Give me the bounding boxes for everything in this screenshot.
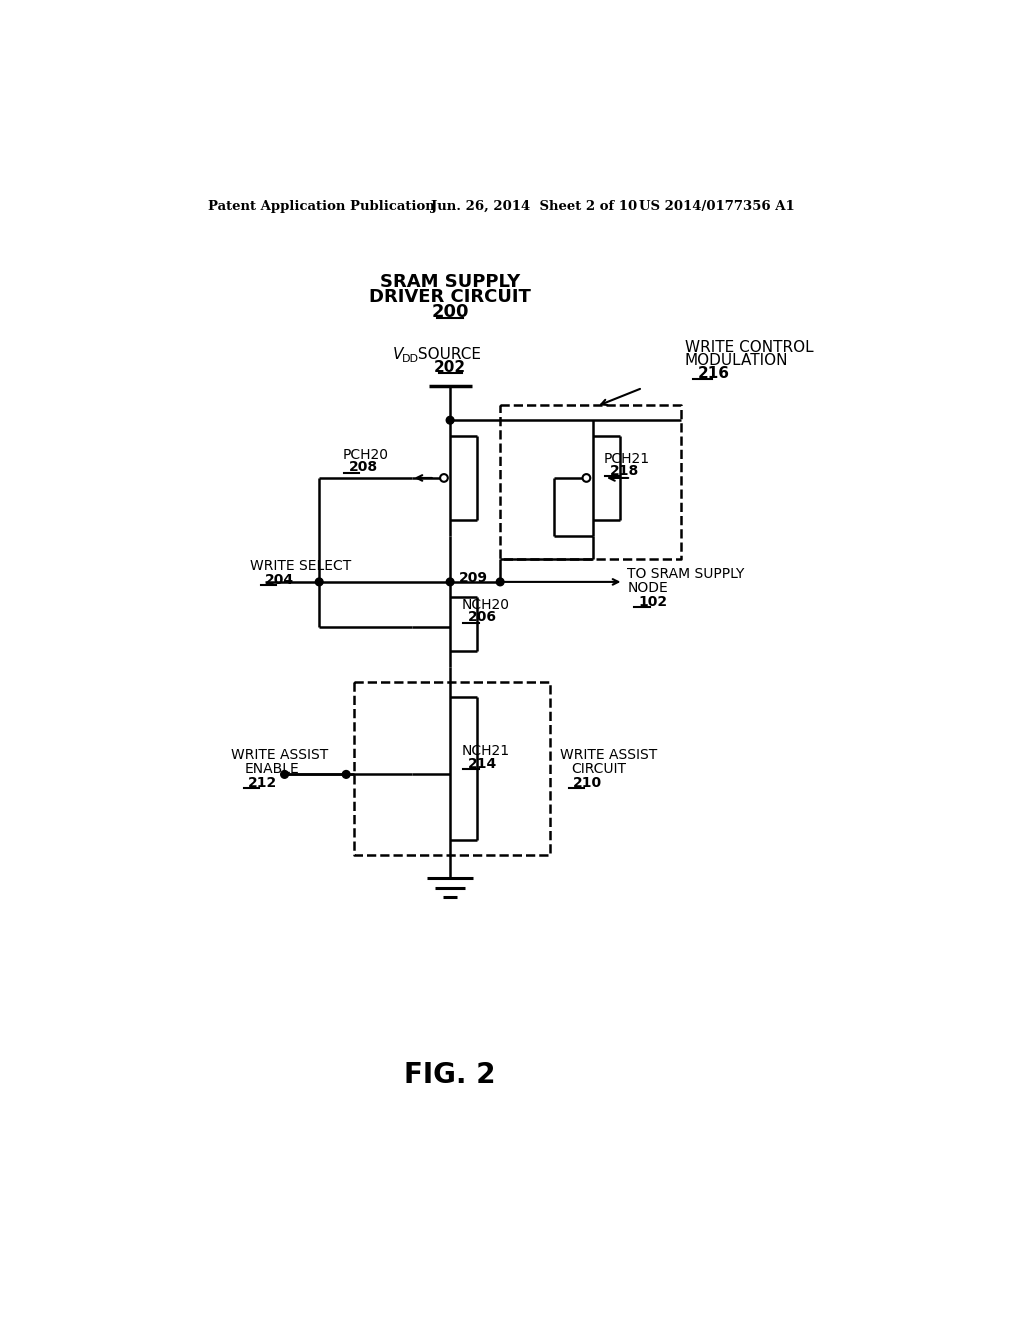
Text: US 2014/0177356 A1: US 2014/0177356 A1	[639, 199, 795, 213]
Text: 214: 214	[468, 756, 497, 771]
Text: 102: 102	[639, 595, 668, 609]
Text: 209: 209	[460, 572, 488, 585]
Circle shape	[440, 474, 447, 482]
Circle shape	[281, 771, 289, 779]
Text: SRAM SUPPLY: SRAM SUPPLY	[380, 273, 520, 290]
Text: NODE: NODE	[628, 581, 668, 595]
Text: DD: DD	[401, 354, 419, 363]
Text: Jun. 26, 2014  Sheet 2 of 10: Jun. 26, 2014 Sheet 2 of 10	[431, 199, 637, 213]
Text: SOURCE: SOURCE	[413, 347, 481, 362]
Circle shape	[315, 578, 323, 586]
Text: 218: 218	[609, 465, 639, 478]
Text: NCH20: NCH20	[462, 598, 510, 612]
Text: 210: 210	[573, 776, 602, 789]
Text: 200: 200	[431, 304, 469, 321]
Text: 208: 208	[348, 461, 378, 474]
Text: DRIVER CIRCUIT: DRIVER CIRCUIT	[370, 288, 531, 306]
Text: WRITE ASSIST: WRITE ASSIST	[560, 748, 657, 762]
Text: NCH21: NCH21	[462, 744, 510, 758]
Text: PCH20: PCH20	[342, 447, 388, 462]
Text: 216: 216	[698, 367, 730, 381]
Circle shape	[583, 474, 590, 482]
Text: ENABLE: ENABLE	[245, 762, 299, 776]
Text: V: V	[392, 347, 402, 362]
Text: 204: 204	[265, 573, 295, 586]
Text: 202: 202	[434, 360, 466, 375]
Text: WRITE SELECT: WRITE SELECT	[250, 560, 351, 573]
Text: WRITE CONTROL: WRITE CONTROL	[685, 339, 814, 355]
Text: 206: 206	[468, 610, 497, 624]
Text: MODULATION: MODULATION	[685, 354, 788, 368]
Text: CIRCUIT: CIRCUIT	[571, 762, 626, 776]
Text: PCH21: PCH21	[604, 451, 650, 466]
Circle shape	[446, 416, 454, 424]
Circle shape	[342, 771, 350, 779]
Text: WRITE ASSIST: WRITE ASSIST	[230, 748, 328, 762]
Text: FIG. 2: FIG. 2	[404, 1061, 496, 1089]
Circle shape	[446, 578, 454, 586]
Text: Patent Application Publication: Patent Application Publication	[208, 199, 434, 213]
Text: TO SRAM SUPPLY: TO SRAM SUPPLY	[628, 568, 744, 581]
Circle shape	[497, 578, 504, 586]
Text: 212: 212	[249, 776, 278, 789]
